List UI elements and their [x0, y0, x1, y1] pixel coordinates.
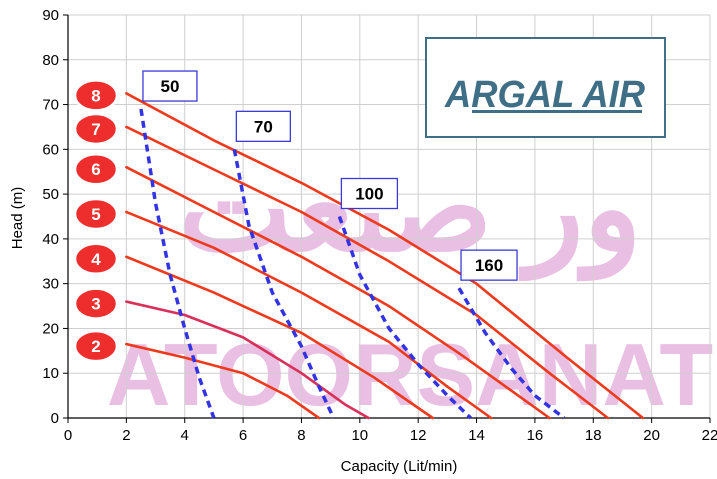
- watermark-persian: ور صنعت: [178, 142, 641, 282]
- pressure-badges: 8 7 6 5 4 3 2: [73, 79, 119, 363]
- logo-frame: [425, 37, 666, 138]
- badge-label: 7: [91, 120, 100, 139]
- badge-label: 6: [91, 160, 100, 179]
- label-text: 50: [160, 77, 179, 96]
- consumption-label-50: 50: [142, 70, 198, 102]
- y-tick-label: 60: [42, 141, 59, 158]
- badge-circle: [73, 242, 119, 276]
- y-tick-label: 80: [42, 52, 59, 69]
- badge-label: 4: [91, 250, 101, 269]
- pressure-badge-6: 6: [73, 152, 119, 186]
- air-curve-100: [337, 215, 472, 420]
- pressure-badge-5: 5: [73, 197, 119, 231]
- label-box: [142, 70, 198, 102]
- y-tick-label: 90: [42, 7, 59, 24]
- x-tick-label: 20: [643, 427, 660, 444]
- x-tick-label: 12: [410, 427, 427, 444]
- label-box: [235, 110, 291, 142]
- y-tick-labels: 0 10 20 30 40 50 60 70 80 90: [42, 7, 59, 427]
- y-tick-label: 70: [42, 97, 59, 114]
- pressure-curve-2: [125, 342, 321, 420]
- x-tick-label: 22: [702, 427, 717, 444]
- pressure-curves: [125, 92, 645, 420]
- badge-circle: [73, 197, 119, 231]
- pressure-badge-2: 2: [73, 329, 119, 363]
- x-axis-label: Capacity (Lit/min): [341, 458, 458, 475]
- badge-circle: [73, 152, 119, 186]
- x-tick-label: 18: [585, 427, 602, 444]
- label-text: 160: [475, 256, 503, 275]
- argal-air-logo: ARGAL AIR: [425, 37, 666, 138]
- x-tick-label: 8: [297, 427, 305, 444]
- y-tick-label: 50: [42, 186, 59, 203]
- badge-label: 5: [91, 205, 100, 224]
- label-text: 70: [254, 117, 273, 136]
- badge-circle: [73, 329, 119, 363]
- pressure-curve-7: [125, 125, 610, 420]
- pressure-badge-3: 3: [73, 287, 119, 320]
- badge-label: 8: [91, 86, 100, 105]
- badge-circle: [73, 112, 119, 146]
- air-curve-160: [457, 287, 566, 420]
- consumption-label-70: 70: [235, 110, 291, 142]
- consumption-label-160: 160: [460, 249, 518, 281]
- label-text: 100: [355, 185, 383, 204]
- badge-label: 3: [91, 295, 100, 314]
- x-tick-label: 10: [351, 427, 368, 444]
- x-tick-label: 16: [527, 427, 544, 444]
- label-box: [460, 249, 518, 281]
- x-tick-label: 2: [122, 427, 130, 444]
- badge-circle: [73, 79, 119, 112]
- x-tick-label: 14: [468, 427, 485, 444]
- pressure-badge-7: 7: [73, 112, 119, 146]
- pressure-curve-6: [125, 165, 551, 420]
- pressure-curve-8: [125, 92, 645, 420]
- air-curve-70: [232, 148, 336, 419]
- y-tick-label: 30: [42, 276, 59, 293]
- pressure-curve-5: [125, 210, 493, 420]
- pressure-badge-8: 8: [73, 79, 119, 112]
- air-curve-50: [139, 108, 216, 419]
- badge-label: 2: [91, 337, 100, 356]
- x-tick-label: 4: [181, 427, 189, 444]
- label-box: [340, 177, 399, 210]
- x-tick-labels: 0 2 4 6 8 10 12 14 16 18 20 22: [64, 427, 717, 444]
- logo-underline: [472, 110, 642, 113]
- axes: [63, 14, 711, 423]
- y-axis-label: Head (m): [9, 187, 26, 250]
- y-tick-label: 20: [42, 320, 59, 337]
- logo-text: ARGAL AIR: [444, 74, 645, 116]
- consumption-labels: 50 70 100 160: [142, 70, 518, 281]
- x-tick-label: 0: [64, 427, 72, 444]
- y-tick-label: 40: [42, 231, 59, 248]
- pressure-badge-4: 4: [73, 242, 119, 276]
- pressure-curve-4: [125, 255, 435, 420]
- x-tick-label: 6: [239, 427, 247, 444]
- pressure-curve-3: [125, 300, 370, 420]
- badge-circle: [73, 287, 119, 320]
- air-consumption-curves: [139, 108, 566, 420]
- watermark: ور صنعت ATOORSANAT: [107, 142, 713, 424]
- watermark-latin: ATOORSANAT: [107, 325, 713, 424]
- y-tick-label: 0: [51, 410, 59, 427]
- y-tick-label: 10: [42, 365, 59, 382]
- consumption-label-100: 100: [340, 177, 399, 210]
